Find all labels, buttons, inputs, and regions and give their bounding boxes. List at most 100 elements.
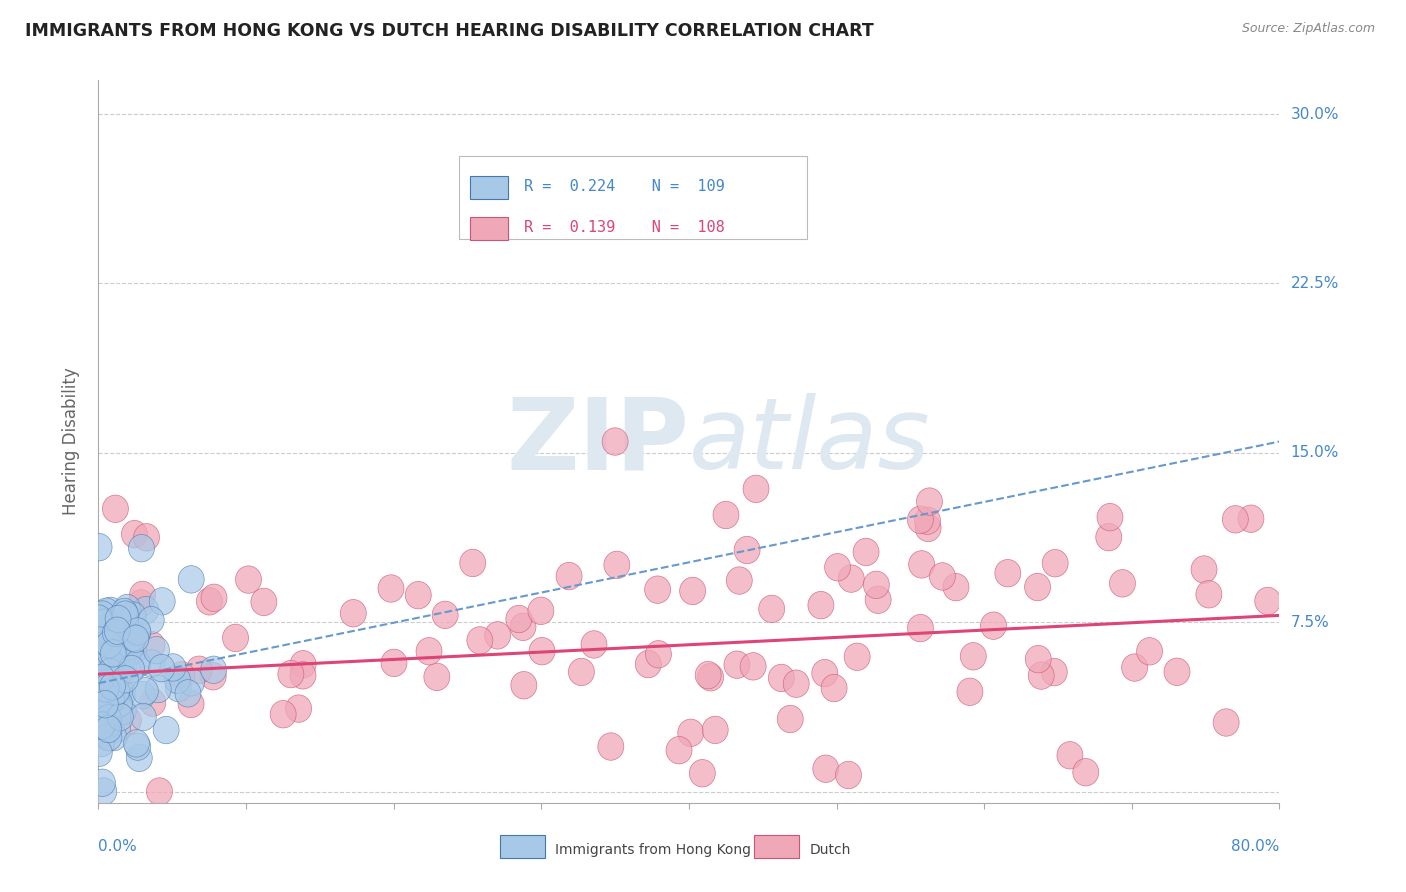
Ellipse shape bbox=[89, 665, 114, 691]
Ellipse shape bbox=[86, 739, 112, 766]
Ellipse shape bbox=[103, 495, 128, 523]
Ellipse shape bbox=[93, 598, 120, 625]
Ellipse shape bbox=[91, 722, 117, 749]
Ellipse shape bbox=[759, 595, 785, 623]
Text: Dutch: Dutch bbox=[810, 843, 851, 856]
Ellipse shape bbox=[96, 723, 122, 751]
Ellipse shape bbox=[724, 651, 749, 679]
Ellipse shape bbox=[727, 566, 752, 594]
Ellipse shape bbox=[1122, 654, 1147, 681]
Ellipse shape bbox=[117, 625, 142, 652]
Ellipse shape bbox=[1097, 503, 1123, 531]
FancyBboxPatch shape bbox=[458, 156, 807, 239]
Ellipse shape bbox=[821, 674, 846, 702]
Ellipse shape bbox=[179, 669, 204, 696]
Ellipse shape bbox=[907, 506, 934, 533]
Ellipse shape bbox=[96, 711, 121, 739]
Ellipse shape bbox=[378, 574, 404, 602]
Ellipse shape bbox=[460, 549, 485, 577]
Ellipse shape bbox=[121, 638, 146, 665]
Ellipse shape bbox=[1025, 646, 1052, 673]
Ellipse shape bbox=[201, 657, 226, 683]
Ellipse shape bbox=[702, 716, 728, 744]
Ellipse shape bbox=[87, 685, 114, 713]
Ellipse shape bbox=[290, 662, 316, 689]
Text: 0.0%: 0.0% bbox=[98, 838, 138, 854]
Ellipse shape bbox=[250, 588, 277, 615]
Ellipse shape bbox=[139, 689, 166, 716]
Ellipse shape bbox=[107, 690, 132, 717]
Ellipse shape bbox=[97, 640, 124, 667]
Ellipse shape bbox=[96, 650, 121, 678]
Ellipse shape bbox=[127, 744, 152, 772]
Ellipse shape bbox=[153, 716, 179, 744]
Ellipse shape bbox=[121, 520, 148, 548]
FancyBboxPatch shape bbox=[471, 218, 508, 240]
Ellipse shape bbox=[557, 562, 582, 590]
Ellipse shape bbox=[527, 597, 554, 624]
Ellipse shape bbox=[416, 638, 441, 665]
Ellipse shape bbox=[96, 705, 121, 732]
Ellipse shape bbox=[91, 714, 117, 741]
Text: 30.0%: 30.0% bbox=[1291, 107, 1339, 121]
Ellipse shape bbox=[138, 607, 165, 634]
Ellipse shape bbox=[114, 594, 141, 622]
Ellipse shape bbox=[1237, 505, 1264, 533]
Ellipse shape bbox=[90, 656, 115, 683]
Ellipse shape bbox=[943, 574, 969, 601]
Text: 22.5%: 22.5% bbox=[1291, 276, 1339, 291]
Ellipse shape bbox=[90, 653, 115, 681]
Ellipse shape bbox=[1073, 758, 1098, 786]
Ellipse shape bbox=[94, 714, 121, 742]
Ellipse shape bbox=[863, 571, 890, 599]
Ellipse shape bbox=[100, 644, 127, 672]
Ellipse shape bbox=[1136, 638, 1163, 665]
Ellipse shape bbox=[853, 538, 879, 566]
Ellipse shape bbox=[111, 599, 138, 625]
Ellipse shape bbox=[139, 632, 165, 659]
Ellipse shape bbox=[811, 659, 838, 687]
Ellipse shape bbox=[97, 658, 124, 686]
Ellipse shape bbox=[1254, 587, 1281, 615]
Ellipse shape bbox=[100, 640, 127, 667]
Ellipse shape bbox=[644, 576, 671, 603]
Ellipse shape bbox=[125, 650, 150, 678]
Ellipse shape bbox=[865, 586, 891, 614]
Ellipse shape bbox=[93, 674, 120, 702]
Ellipse shape bbox=[104, 627, 129, 655]
Ellipse shape bbox=[285, 695, 312, 723]
Ellipse shape bbox=[765, 209, 790, 236]
Ellipse shape bbox=[98, 686, 125, 714]
Ellipse shape bbox=[169, 662, 195, 689]
Ellipse shape bbox=[432, 601, 458, 629]
Text: Source: ZipAtlas.com: Source: ZipAtlas.com bbox=[1241, 22, 1375, 36]
Ellipse shape bbox=[929, 563, 956, 591]
Ellipse shape bbox=[165, 666, 190, 694]
Ellipse shape bbox=[1164, 658, 1189, 686]
Ellipse shape bbox=[105, 662, 131, 689]
Ellipse shape bbox=[200, 663, 226, 690]
Ellipse shape bbox=[94, 676, 121, 703]
Ellipse shape bbox=[91, 609, 117, 637]
Ellipse shape bbox=[118, 629, 145, 657]
Ellipse shape bbox=[87, 645, 114, 673]
Ellipse shape bbox=[1197, 581, 1222, 608]
Ellipse shape bbox=[666, 737, 692, 764]
Ellipse shape bbox=[179, 690, 204, 718]
Ellipse shape bbox=[506, 606, 531, 632]
Ellipse shape bbox=[838, 565, 865, 592]
Ellipse shape bbox=[128, 534, 155, 562]
Ellipse shape bbox=[96, 687, 121, 714]
Ellipse shape bbox=[778, 706, 803, 732]
Ellipse shape bbox=[381, 649, 406, 677]
Ellipse shape bbox=[111, 654, 136, 681]
Ellipse shape bbox=[129, 681, 155, 709]
Ellipse shape bbox=[689, 759, 716, 787]
Ellipse shape bbox=[90, 769, 115, 797]
Ellipse shape bbox=[118, 656, 145, 682]
Ellipse shape bbox=[179, 566, 204, 593]
Ellipse shape bbox=[1222, 506, 1249, 533]
Ellipse shape bbox=[91, 778, 117, 805]
Ellipse shape bbox=[93, 690, 118, 718]
Ellipse shape bbox=[1042, 549, 1069, 577]
